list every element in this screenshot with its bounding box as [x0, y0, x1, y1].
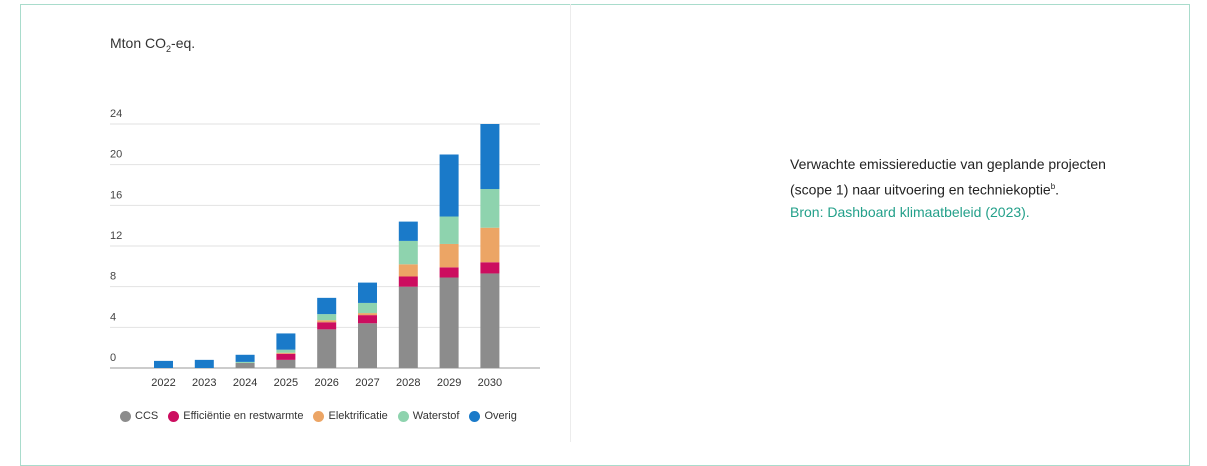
bar-segment-waterstof: [439, 216, 459, 244]
bar-segment-overig: [398, 221, 418, 241]
y-tick-label: 4: [110, 311, 116, 323]
x-tick-label: 2029: [437, 377, 461, 389]
x-tick-label: 2028: [396, 377, 420, 389]
legend-label: Elektrificatie: [328, 410, 388, 422]
bar-segment-efficientie: [317, 322, 337, 330]
bar-stack-2023: [194, 359, 214, 368]
legend-item-elektrificatie: Elektrificatie: [313, 410, 388, 422]
bar-segment-ccs: [398, 286, 418, 368]
bar-segment-overig: [154, 360, 173, 368]
bar-segment-efficientie: [480, 262, 500, 274]
bar-segment-ccs: [439, 277, 459, 368]
unit-label-base: Mton CO: [110, 35, 167, 51]
legend-swatch: [469, 410, 481, 422]
bar-stack-2030: [480, 124, 500, 368]
caption-source: Bron: Dashboard klimaatbeleid (2023).: [790, 203, 1030, 220]
bar-segment-ccs: [276, 359, 296, 368]
y-tick-label: 24: [110, 108, 122, 120]
bar-segment-efficientie: [439, 267, 459, 278]
unit-label-subscript: 2: [166, 43, 172, 54]
bar-segment-ccs: [317, 329, 337, 368]
bar-segment-waterstof: [276, 349, 296, 353]
bar-segment-overig: [439, 154, 459, 217]
x-tick-label: 2022: [151, 377, 175, 389]
bar-segment-efficientie: [358, 315, 377, 324]
bar-segment-elektrificatie: [439, 243, 459, 268]
bar-segment-waterstof: [317, 314, 337, 321]
bar-segment-overig: [317, 297, 337, 315]
bar-stack-2025: [276, 333, 296, 368]
legend-swatch: [313, 410, 325, 422]
unit-label-rest: -eq.: [171, 35, 196, 51]
bar-stack-2029: [439, 154, 459, 368]
y-tick-labels: 0 4 8 12 16 20 24: [110, 108, 122, 364]
bar-segment-ccs: [480, 273, 500, 368]
bar-segment-ccs: [358, 323, 377, 368]
legend-item-ccs: CCS: [120, 410, 158, 422]
legend-swatch: [397, 410, 409, 422]
legend-item-overig: Overig: [469, 410, 517, 422]
caption-footnote-mark: b: [1050, 181, 1056, 191]
legend-label: Overig: [484, 410, 517, 422]
caption-text: Verwachte emissiereductie van geplande p…: [790, 156, 1106, 198]
bar-stack-2024: [235, 354, 255, 368]
figure-caption: Verwachte emissiereductie van geplande p…: [790, 153, 1120, 223]
bar-segment-waterstof: [358, 302, 377, 314]
legend-swatch: [120, 410, 131, 422]
x-tick-label: 2030: [478, 377, 502, 389]
legend-label: Waterstof: [412, 410, 460, 422]
bar-stack-2028: [398, 221, 418, 368]
y-tick-label: 12: [110, 230, 122, 242]
bar-segment-ccs: [235, 362, 255, 368]
bar-segment-overig: [276, 333, 296, 350]
x-tick-label: 2024: [233, 377, 257, 389]
figure-frame: [20, 4, 1190, 466]
bar-segment-overig: [235, 354, 255, 362]
bar-segment-elektrificatie: [358, 313, 377, 316]
legend-swatch: [168, 410, 180, 422]
y-tick-label: 16: [110, 189, 122, 201]
bar-segment-elektrificatie: [398, 264, 418, 277]
bar-segment-elektrificatie: [480, 227, 500, 263]
y-tick-label: 8: [110, 271, 116, 283]
bar-segment-elektrificatie: [276, 352, 296, 354]
x-tick-labels: 2022 2023 2024 2025 2026 2027 2028 2029 2030: [151, 377, 502, 389]
x-tick-label: 2026: [314, 377, 338, 389]
legend-item-waterstof: Waterstof: [397, 410, 460, 422]
x-tick-label: 2025: [274, 377, 298, 389]
bar-stack-2022: [154, 360, 173, 368]
bars: [154, 124, 500, 368]
bar-segment-overig: [480, 124, 500, 190]
legend-label: Efficiëntie en restwarmte: [183, 410, 304, 422]
bar-stack-2027: [358, 282, 377, 368]
bar-segment-waterstof: [235, 361, 255, 363]
x-tick-label: 2023: [192, 377, 216, 389]
bar-segment-elektrificatie: [317, 320, 337, 323]
bar-segment-overig: [358, 282, 377, 303]
y-axis-unit-label: Mton CO2-eq.: [110, 35, 195, 54]
caption-trail: .: [1055, 181, 1060, 198]
bar-segment-efficientie: [398, 276, 418, 287]
y-tick-label: 0: [110, 352, 116, 364]
chart-panel: [70, 4, 571, 442]
y-tick-label: 20: [110, 149, 122, 161]
legend-label: CCS: [135, 410, 159, 422]
legend-item-efficientie: Efficiëntie en restwarmte: [168, 410, 303, 422]
x-tick-label: 2027: [355, 377, 379, 389]
bar-segment-waterstof: [480, 189, 500, 228]
bar-segment-waterstof: [398, 240, 418, 265]
bar-stack-2026: [317, 297, 337, 368]
bar-segment-overig: [194, 359, 214, 368]
chart-legend: CCS Efficiëntie en restwarmte Elektrificat…: [120, 410, 517, 422]
bar-segment-efficientie: [276, 353, 296, 360]
